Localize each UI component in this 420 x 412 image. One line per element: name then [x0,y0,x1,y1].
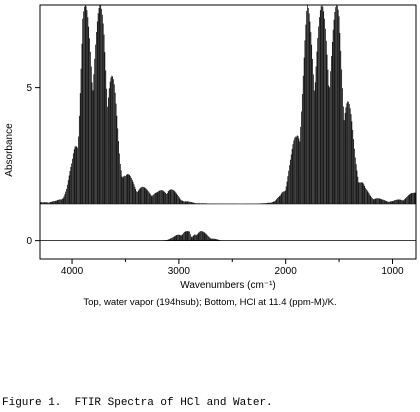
x-axis-title: Wavenumbers (cm⁻¹) [180,280,275,291]
spectrum-series-2 [163,231,222,241]
figure-caption: Figure 1. FTIR Spectra of HCl and Water. [2,397,273,409]
spectrum-series-1 [39,5,417,204]
spectrum-layer [39,5,417,241]
x-tick-label-1000: 1000 [381,266,404,277]
chart-caption: Top, water vapor (194hsub); Bottom, HCl … [83,297,337,308]
y-tick-label-5: 5 [26,83,32,94]
plot-frame [39,4,417,260]
x-tick-label-2000: 2000 [275,266,298,277]
y-axis-title: Absorbance [4,123,15,177]
axes-layer: 4000 3000 2000 1000 0 5 Wavenumbers (cm⁻¹) Abso… [4,4,417,291]
x-tick-label-3000: 3000 [168,266,191,277]
y-tick-label-0: 0 [26,236,32,247]
x-tick-label-4000: 4000 [61,266,84,277]
